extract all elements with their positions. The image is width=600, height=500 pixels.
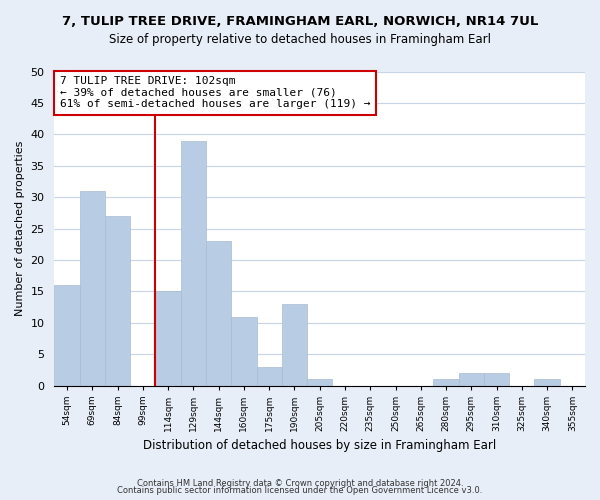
Bar (105, 216, 130, 386)
Bar (181, 140, 206, 386)
Bar (535, 380, 560, 386)
Text: 7, TULIP TREE DRIVE, FRAMINGHAM EARL, NORWICH, NR14 7UL: 7, TULIP TREE DRIVE, FRAMINGHAM EARL, NO… (62, 15, 538, 28)
Bar (433, 380, 458, 386)
Bar (307, 380, 332, 386)
Bar (484, 373, 509, 386)
Bar (282, 304, 307, 386)
Bar (155, 292, 181, 386)
Bar (231, 316, 257, 386)
Y-axis label: Number of detached properties: Number of detached properties (15, 141, 25, 316)
Text: Contains public sector information licensed under the Open Government Licence v3: Contains public sector information licen… (118, 486, 482, 495)
X-axis label: Distribution of detached houses by size in Framingham Earl: Distribution of detached houses by size … (143, 440, 496, 452)
Bar (55, 285, 80, 386)
Bar (80, 191, 105, 386)
Text: Size of property relative to detached houses in Framingham Earl: Size of property relative to detached ho… (109, 32, 491, 46)
Bar (458, 373, 484, 386)
Bar (257, 367, 282, 386)
Bar (206, 241, 231, 386)
Text: Contains HM Land Registry data © Crown copyright and database right 2024.: Contains HM Land Registry data © Crown c… (137, 478, 463, 488)
Text: 7 TULIP TREE DRIVE: 102sqm
← 39% of detached houses are smaller (76)
61% of semi: 7 TULIP TREE DRIVE: 102sqm ← 39% of deta… (60, 76, 370, 110)
